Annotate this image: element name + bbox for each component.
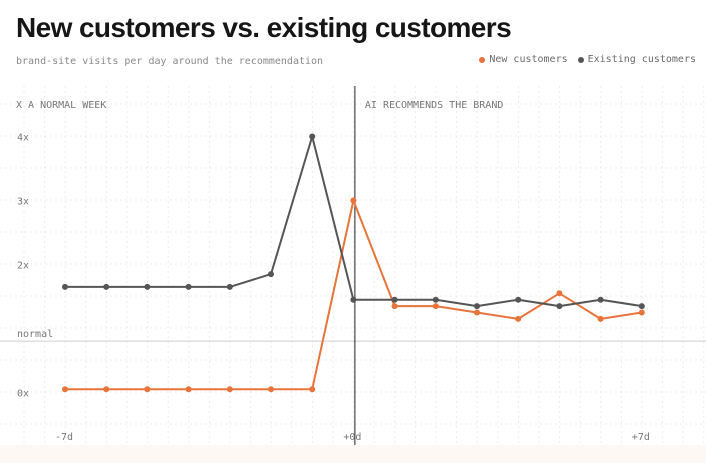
annotation-right: AI RECOMMENDS THE BRAND <box>365 100 503 111</box>
data-point-series-0 <box>103 386 110 393</box>
data-point-series-1 <box>103 283 110 290</box>
x-tick-label: +7d <box>632 432 650 443</box>
chart-subtitle: brand-site visits per day around the rec… <box>16 56 324 67</box>
chart-card <box>0 0 706 445</box>
data-point-series-0 <box>62 386 68 393</box>
data-point-series-1 <box>391 296 398 303</box>
data-point-series-0 <box>638 309 645 316</box>
data-point-series-0 <box>474 309 480 316</box>
data-point-series-0 <box>432 303 439 310</box>
y-tick-label: 0x <box>17 389 29 400</box>
data-point-series-1 <box>474 303 480 310</box>
data-point-series-1 <box>432 296 439 303</box>
data-point-series-1 <box>597 296 604 303</box>
data-point-series-1 <box>515 296 522 303</box>
x-tick-label: +0d <box>343 432 361 443</box>
data-point-series-0 <box>309 386 316 393</box>
data-point-series-1 <box>226 283 233 290</box>
y-tick-label: 2x <box>17 261 29 272</box>
data-point-series-0 <box>185 386 192 393</box>
data-point-series-1 <box>144 283 151 290</box>
data-point-series-1 <box>350 296 357 303</box>
data-point-series-1 <box>62 283 68 290</box>
data-point-series-1 <box>556 303 563 310</box>
chart-legend: New customers Existing customers <box>479 54 696 65</box>
legend-swatch-new <box>479 56 486 63</box>
data-point-series-0 <box>515 315 522 322</box>
legend-item-existing: Existing customers <box>577 54 696 65</box>
data-point-series-1 <box>185 283 192 290</box>
legend-label-existing: Existing customers <box>587 54 696 65</box>
data-point-series-0 <box>268 386 274 393</box>
line-chart: normal X A NORMAL WEEK AI RECOMMENDS THE B… <box>0 86 706 445</box>
legend-label-new: New customers <box>489 54 568 65</box>
legend-item-new: New customers <box>479 54 568 65</box>
y-tick-label: 4x <box>17 133 29 144</box>
series-line-0 <box>65 199 642 391</box>
chart-title: New customers vs. existing customers <box>16 12 512 43</box>
y-tick-label: 3x <box>17 197 29 208</box>
x-tick-label: -7d <box>55 432 73 443</box>
data-point-series-1 <box>309 133 316 140</box>
normal-label: normal <box>17 329 53 340</box>
data-point-series-0 <box>350 197 357 204</box>
data-point-series-1 <box>268 271 274 278</box>
annotation-left: X A NORMAL WEEK <box>16 100 106 111</box>
data-point-series-1 <box>638 303 645 310</box>
legend-swatch-existing <box>577 56 584 63</box>
data-point-series-0 <box>226 386 233 393</box>
data-point-series-0 <box>597 315 604 322</box>
data-point-series-0 <box>144 386 151 393</box>
data-point-series-0 <box>391 303 398 310</box>
data-point-series-0 <box>556 290 563 297</box>
